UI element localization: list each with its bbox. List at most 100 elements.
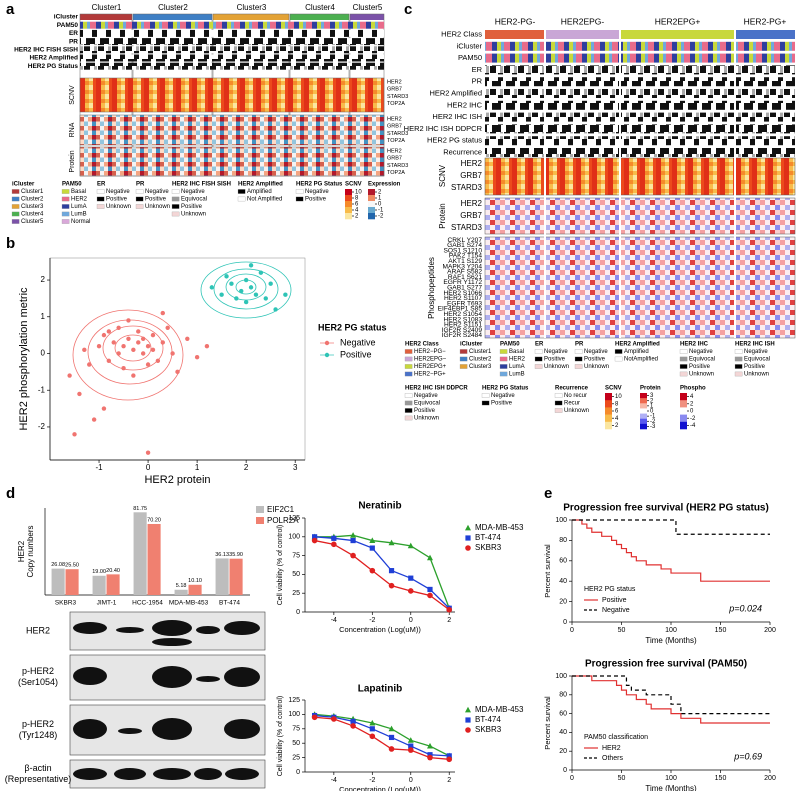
- annotation-row: [80, 54, 384, 62]
- x-tick-label: 2: [447, 617, 451, 624]
- colorbar-cell: [345, 201, 352, 208]
- y-tick-label: 125: [288, 515, 300, 522]
- colorbar-cell: [680, 400, 687, 408]
- colorbar-cell: [368, 201, 375, 208]
- legend-label: NotAmplified: [624, 357, 658, 363]
- bar: [229, 558, 243, 595]
- legend-label: HER2: [602, 745, 621, 752]
- legend-label: Positive: [145, 197, 167, 203]
- y-axis-title: Percent survival: [543, 696, 552, 750]
- data-point: [369, 545, 375, 551]
- data-point: [350, 723, 356, 729]
- annotation-row: [485, 112, 795, 122]
- colorbar-cell: [640, 403, 647, 409]
- x-tick-label: 100: [665, 627, 677, 634]
- legend-label: Cluster5: [21, 219, 44, 225]
- heatmap-block: [79, 77, 385, 113]
- colorbar-tick-label: 4: [615, 416, 619, 422]
- scatter-point: [175, 369, 180, 375]
- panel-letter: a: [6, 1, 15, 18]
- y-tick-label: 75: [292, 726, 300, 733]
- x-tick-label: JIMT-1: [97, 600, 117, 607]
- legend-label: Cluster3: [469, 364, 492, 370]
- row-label: ER: [69, 30, 78, 37]
- legend-label: HER2EPG−: [414, 357, 447, 363]
- row-label: HER2 PG Status: [28, 63, 79, 70]
- legend-label: Positive: [584, 357, 606, 363]
- chart-title: Lapatinib: [358, 684, 402, 695]
- phosphosite-label: EIF4EBP1 S85: [438, 306, 483, 313]
- legend-swatch: [404, 349, 413, 354]
- scatter-point: [72, 432, 77, 437]
- gene-label: GRB7: [387, 156, 402, 162]
- x-tick-label: -2: [369, 777, 375, 784]
- legend-swatch: [404, 393, 413, 398]
- p-value: p=0.69: [733, 751, 762, 761]
- data-point: [446, 753, 452, 759]
- phosphosite-label: CRKL Y207: [448, 237, 483, 244]
- phosphosite-label: MAPK3 Y204: [443, 263, 483, 270]
- legend-label: MDA-MB-453: [475, 705, 524, 714]
- annotation-row: [485, 100, 795, 110]
- colorbar-tick-label: -1: [650, 414, 656, 420]
- gene-label: STARD3: [387, 94, 408, 100]
- y-axis-title: Cell viability (% of control): [277, 525, 284, 606]
- scatter-point: [263, 296, 268, 301]
- y-tick-label: 0: [41, 349, 46, 358]
- legend-swatch: [135, 196, 144, 202]
- phosphosite-label: GAB1 S277: [447, 284, 482, 291]
- colorbar-title: Expression: [368, 182, 401, 188]
- y-tick-label: 100: [555, 517, 567, 524]
- x-tick-label: -4: [331, 617, 337, 624]
- legend-swatch: [61, 189, 70, 194]
- colorbar-tick-label: 10: [355, 190, 362, 196]
- legend-title: HER2 IHC ISH DDPCR: [405, 386, 468, 392]
- phosphosite-label: IGF2R S2484: [442, 332, 483, 339]
- colorbar-tick-label: -3: [650, 424, 656, 430]
- gene-label: HER2: [461, 199, 483, 208]
- legend-swatch: [404, 400, 413, 406]
- colorbar-tick-label: 10: [615, 394, 622, 400]
- colorbar-tick-label: 0: [690, 409, 694, 415]
- y-tick-label: 1: [41, 312, 46, 321]
- legend-swatch: [734, 364, 743, 369]
- class-band: [735, 30, 795, 39]
- legend-label: Positive: [340, 349, 372, 359]
- cluster-header: Cluster5: [353, 3, 383, 12]
- phosphosite-label: PAK2 T154: [449, 253, 482, 260]
- colorbar-cell: [680, 421, 687, 430]
- data-point: [369, 726, 375, 732]
- legend-label: Cluster1: [21, 189, 44, 195]
- x-tick-label: 2: [244, 463, 249, 472]
- colorbar-title: Protein: [640, 386, 661, 392]
- x-tick-label: 50: [618, 775, 626, 782]
- legend-swatch: [404, 356, 413, 362]
- annotation-row: [80, 21, 384, 29]
- scatter-point: [106, 358, 112, 364]
- y-tick-label: 20: [559, 748, 567, 755]
- annotation-row: [485, 148, 795, 157]
- scatter-point: [121, 343, 126, 349]
- phosphosite-label: HER2 S1066: [444, 290, 483, 297]
- legend-marker: [465, 727, 471, 733]
- legend-swatch: [237, 196, 246, 202]
- legend-label: Normal: [71, 219, 90, 225]
- x-tick-label: -4: [331, 777, 337, 784]
- heatmap-block: [79, 114, 385, 146]
- bar: [92, 575, 106, 595]
- section-label: Protein: [69, 150, 76, 172]
- blot-label: β-actin: [24, 763, 51, 773]
- bar: [215, 558, 229, 595]
- chart-title: Progression free survival (PAM50): [585, 659, 747, 670]
- phosphosite-label: HER2 S1083: [444, 316, 483, 323]
- cluster-header: Cluster3: [237, 3, 267, 12]
- scatter-point: [140, 336, 146, 341]
- legend-swatch: [734, 371, 743, 377]
- phosphosite-label: AKT1 S129: [448, 258, 482, 265]
- blot-label: HER2: [26, 625, 50, 635]
- colorbar-tick-label: 4: [355, 208, 359, 214]
- legend-swatch: [61, 211, 70, 217]
- legend-label: Negative: [602, 607, 630, 614]
- row-label: iCluster: [54, 14, 79, 21]
- legend-title: HER2 PG Status: [482, 386, 529, 392]
